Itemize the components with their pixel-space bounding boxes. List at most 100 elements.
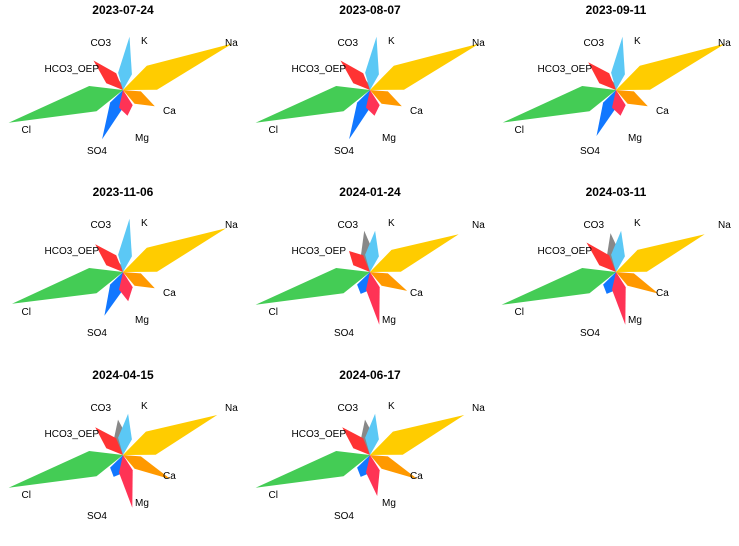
ray-so4: [102, 90, 123, 140]
ion-label-k: K: [388, 36, 395, 47]
ray-hco3-oep: [349, 251, 370, 272]
ion-label-co3: CO3: [337, 403, 358, 414]
ion-label-hco3-oep: HCO3_OEP: [538, 246, 593, 257]
ion-label-ca: Ca: [410, 106, 423, 117]
ray-k: [365, 36, 379, 90]
ray-ca: [616, 272, 659, 294]
ion-label-mg: Mg: [628, 133, 642, 144]
ray-k: [118, 36, 132, 90]
panel-title: 2024-04-15: [92, 368, 154, 382]
ion-label-so4: SO4: [334, 146, 354, 157]
ion-label-cl: Cl: [22, 125, 31, 136]
ion-label-so4: SO4: [580, 328, 600, 339]
ion-label-k: K: [634, 218, 641, 229]
ion-label-ca: Ca: [410, 288, 423, 299]
ion-label-na: Na: [718, 38, 731, 49]
ray-ca: [123, 272, 155, 289]
ion-label-k: K: [141, 218, 148, 229]
ion-label-k: K: [388, 401, 395, 412]
ray-mg: [612, 90, 626, 116]
ion-label-na: Na: [472, 220, 485, 231]
ion-label-na: Na: [472, 403, 485, 414]
ray-mg: [366, 455, 380, 496]
ion-label-cl: Cl: [22, 307, 31, 318]
ray-k: [118, 218, 132, 272]
ray-ca: [370, 272, 408, 291]
panel-title: 2023-09-11: [586, 3, 647, 17]
ray-na: [370, 43, 480, 90]
ray-cl: [255, 451, 370, 488]
ray-so4: [349, 90, 370, 140]
panel-title: 2023-07-24: [92, 3, 154, 17]
ray-na: [370, 415, 465, 455]
ion-label-so4: SO4: [87, 511, 107, 522]
ray-mg: [119, 272, 133, 302]
ray-mg: [119, 90, 133, 116]
ray-na: [370, 234, 459, 272]
ion-label-mg: Mg: [382, 133, 396, 144]
ion-label-co3: CO3: [90, 38, 111, 49]
ion-label-mg: Mg: [382, 315, 396, 326]
panel-title: 2024-03-11: [586, 185, 647, 199]
ion-label-hco3-oep: HCO3_OEP: [292, 246, 347, 257]
ion-label-so4: SO4: [580, 146, 600, 157]
star-panel-2024-04-15: 2024-04-15 K Na Ca Mg SO4 Cl HCO3_OEP CO3: [8, 368, 238, 522]
ion-label-ca: Ca: [163, 288, 176, 299]
panel-title: 2023-11-06: [93, 185, 154, 199]
star-panel-2023-08-07: 2023-08-07 K Na Ca Mg SO4 Cl HCO3_OEP CO3: [255, 3, 485, 157]
ion-label-k: K: [141, 401, 148, 412]
ray-cl: [12, 268, 123, 304]
ion-label-mg: Mg: [135, 315, 149, 326]
ray-ca: [370, 455, 418, 480]
ion-label-ca: Ca: [163, 106, 176, 117]
ion-label-hco3-oep: HCO3_OEP: [292, 429, 347, 440]
panel-title: 2023-08-07: [339, 3, 401, 17]
ion-label-so4: SO4: [87, 146, 107, 157]
ray-k: [365, 413, 379, 455]
ray-na: [123, 43, 233, 90]
star-panel-2024-01-24: 2024-01-24 K Na Ca Mg SO4 Cl HCO3_OEP CO3: [255, 185, 485, 339]
ion-label-na: Na: [225, 38, 238, 49]
ion-label-ca: Ca: [410, 471, 423, 482]
ion-label-na: Na: [225, 220, 238, 231]
ion-label-cl: Cl: [269, 490, 278, 501]
ray-k: [365, 230, 379, 272]
ion-label-so4: SO4: [334, 328, 354, 339]
ion-label-co3: CO3: [337, 38, 358, 49]
ion-label-co3: CO3: [90, 220, 111, 231]
ion-label-hco3-oep: HCO3_OEP: [538, 64, 593, 75]
ion-label-hco3-oep: HCO3_OEP: [45, 64, 100, 75]
ion-label-co3: CO3: [583, 220, 604, 231]
ray-cl: [255, 268, 370, 305]
ion-label-mg: Mg: [135, 133, 149, 144]
ion-label-so4: SO4: [87, 328, 107, 339]
ray-na: [616, 234, 705, 272]
ion-label-hco3-oep: HCO3_OEP: [45, 246, 100, 257]
star-panel-2024-06-17: 2024-06-17 K Na Ca Mg SO4 Cl HCO3_OEP CO3: [255, 368, 485, 522]
ray-hco3-oep: [340, 60, 370, 90]
ion-label-mg: Mg: [135, 498, 149, 509]
ray-cl: [255, 86, 370, 123]
ray-ca: [123, 455, 171, 480]
ion-label-cl: Cl: [515, 307, 524, 318]
ray-k: [611, 230, 625, 272]
ion-label-k: K: [141, 36, 148, 47]
ray-na: [616, 43, 726, 90]
ray-hco3-oep: [342, 427, 370, 455]
ion-label-na: Na: [225, 403, 238, 414]
ray-cl: [8, 86, 124, 123]
ray-ca: [370, 90, 402, 107]
star-panel-2023-07-24: 2023-07-24 K Na Ca Mg SO4 Cl HCO3_OEP CO3: [8, 3, 238, 157]
star-panel-2023-11-06: 2023-11-06 K Na Ca Mg SO4 Cl HCO3_OEP CO3: [12, 185, 238, 339]
ray-cl: [8, 451, 124, 488]
ion-label-mg: Mg: [628, 315, 642, 326]
ray-mg: [119, 455, 133, 508]
ion-label-co3: CO3: [90, 403, 111, 414]
star-panel-2023-09-11: 2023-09-11 K Na Ca Mg SO4 Cl HCO3_OEP CO3: [502, 3, 731, 157]
ray-cl: [501, 268, 616, 305]
ion-label-k: K: [388, 218, 395, 229]
ion-label-cl: Cl: [515, 125, 524, 136]
ion-label-mg: Mg: [382, 498, 396, 509]
panel-title: 2024-06-17: [339, 368, 401, 382]
